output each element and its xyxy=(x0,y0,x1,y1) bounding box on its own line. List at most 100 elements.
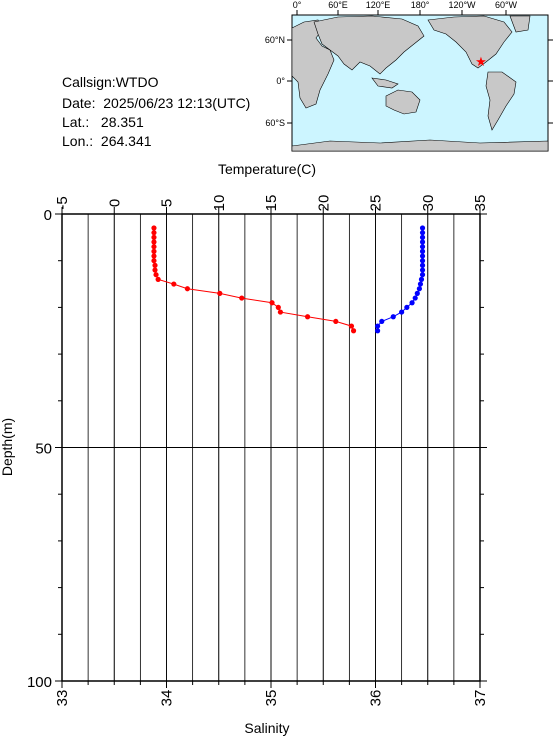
temperature-tick-labels: -5 0 5 10 15 20 25 30 35 xyxy=(54,195,489,212)
temperature-point xyxy=(171,281,177,287)
salinity-point xyxy=(417,281,424,287)
temperature-point xyxy=(277,309,284,315)
map-lat-label: 60°S xyxy=(265,118,285,128)
longitude-line: Lon.: 264.341 xyxy=(62,134,152,148)
temperature-point xyxy=(217,290,223,296)
land-north-america xyxy=(427,15,513,69)
salinity-point xyxy=(374,328,381,334)
map-lon-label: 60°W xyxy=(495,0,518,10)
lon-label: Lon.: xyxy=(62,133,94,149)
salinity-point xyxy=(414,290,420,296)
map-lon-label: 120°W xyxy=(448,0,476,10)
temperature-tick-label: 5 xyxy=(159,199,176,207)
salinity-axis-title: Salinity xyxy=(244,720,289,736)
salinity-point xyxy=(419,258,426,264)
map-lon-label: 60°E xyxy=(328,0,348,10)
salinity-point xyxy=(390,314,396,320)
land-south-america xyxy=(485,71,517,131)
temperature-point xyxy=(151,225,157,231)
temperature-point xyxy=(152,262,158,268)
depth-axis-title: Depth(m) xyxy=(0,418,15,476)
temperature-point xyxy=(269,300,275,306)
salinity-point xyxy=(419,234,426,240)
temperature-tick-label: 35 xyxy=(472,195,489,212)
land-australia xyxy=(385,89,421,115)
salinity-point xyxy=(419,253,426,259)
depth-tick-labels: 0 50 100 xyxy=(27,207,52,691)
salinity-tick-label: 34 xyxy=(159,690,176,707)
lon-value: 264.341 xyxy=(100,133,152,149)
depth-tick-label: 100 xyxy=(27,674,52,691)
salinity-point xyxy=(416,286,422,292)
salinity-point xyxy=(419,272,426,278)
temperature-point xyxy=(152,267,158,273)
date-value: 2025/06/23 12:13(UTC) xyxy=(103,95,251,111)
salinity-point xyxy=(409,300,415,306)
depth-tick-label: 0 xyxy=(44,207,52,224)
temperature-point xyxy=(239,295,245,301)
temperature-point xyxy=(153,272,159,278)
temperature-tick-label: -5 xyxy=(54,196,71,209)
axis-ticks xyxy=(55,207,487,688)
grid xyxy=(61,214,481,681)
salinity-profile-line xyxy=(377,228,423,331)
temperature-point xyxy=(348,323,355,329)
lat-value: 28.351 xyxy=(100,114,144,130)
map-ticks xyxy=(287,10,553,124)
salinity-point xyxy=(419,225,426,231)
temperature-tick-label: 30 xyxy=(420,195,437,212)
land-asia xyxy=(313,15,425,75)
map-lon-label: 120°E xyxy=(366,0,391,10)
temperature-tick-label: 25 xyxy=(368,195,385,212)
salinity-point xyxy=(419,248,426,254)
temperature-tick-label: 15 xyxy=(263,195,280,212)
temperature-point xyxy=(151,253,157,259)
date-line: Date: 2025/06/23 12:13(UTC) xyxy=(62,96,250,110)
salinity-point xyxy=(419,267,426,273)
lat-label: Lat.: xyxy=(62,114,90,130)
temperature-point xyxy=(151,230,157,236)
salinity-tick-label: 35 xyxy=(263,690,280,707)
location-map: 0° 60°E 120°E 180° 120°W 60°W 60°N 0° 60… xyxy=(265,0,553,152)
temperature-point xyxy=(151,234,157,240)
red-star-icon: ★ xyxy=(475,55,487,70)
temperature-point xyxy=(304,314,311,320)
temperature-tick-label: 0 xyxy=(106,199,123,207)
salinity-point xyxy=(419,239,426,245)
salinity-point xyxy=(419,244,426,250)
temperature-profile-line xyxy=(153,228,355,332)
land-antarctica xyxy=(291,139,549,152)
temperature-point xyxy=(151,258,157,264)
salinity-point xyxy=(374,323,381,329)
salinity-point xyxy=(379,318,385,325)
salinity-tick-label: 37 xyxy=(472,690,489,707)
temperature-point xyxy=(333,318,339,325)
temperature-tick-label: 10 xyxy=(211,195,228,212)
temperature-axis-title: Temperature(C) xyxy=(218,161,316,177)
salinity-point xyxy=(399,309,405,315)
temperature-point xyxy=(184,286,190,292)
salinity-tick-label: 36 xyxy=(368,690,385,707)
latitude-line: Lat.: 28.351 xyxy=(62,115,144,129)
map-lat-label: 0° xyxy=(276,76,285,86)
series-layer xyxy=(151,225,426,334)
land-indonesia xyxy=(371,77,399,89)
map-lon-label: 0° xyxy=(293,0,302,10)
temperature-point xyxy=(151,244,157,250)
salinity-point xyxy=(419,230,426,236)
map-lat-label: 60°N xyxy=(265,35,285,45)
map-land xyxy=(291,15,549,152)
land-greenland xyxy=(509,15,531,33)
salinity-point xyxy=(404,304,410,310)
depth-tick-label: 50 xyxy=(35,441,52,458)
salinity-point xyxy=(419,262,426,268)
salinity-tick-label: 33 xyxy=(54,690,71,707)
map-lon-label: 180° xyxy=(411,0,430,10)
salinity-point xyxy=(418,276,425,282)
temperature-tick-label: 20 xyxy=(315,195,332,212)
temperature-point xyxy=(151,239,157,245)
date-label: Date: xyxy=(62,95,96,111)
temperature-point xyxy=(350,328,357,334)
plot-frame xyxy=(61,213,481,682)
salinity-tick-labels: 33 34 35 36 37 xyxy=(54,690,489,707)
